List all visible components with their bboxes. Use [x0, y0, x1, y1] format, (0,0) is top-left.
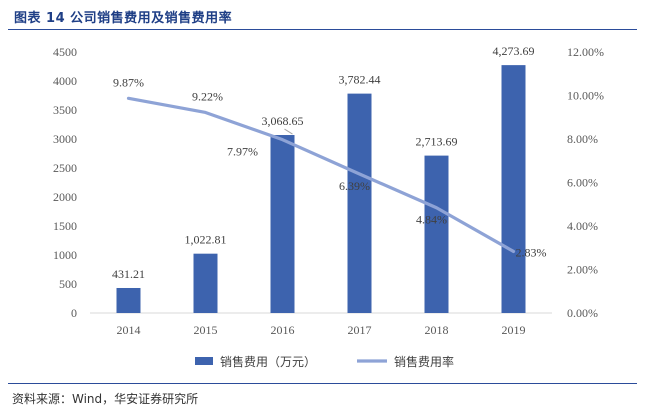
y-left-tick-label: 3500	[53, 103, 77, 117]
bar	[424, 155, 449, 313]
y-left-tick-label: 0	[71, 306, 77, 320]
x-tick-label: 2016	[271, 323, 295, 337]
line-data-label: 9.22%	[192, 89, 223, 103]
line-data-label: 7.97%	[227, 145, 258, 159]
x-tick-label: 2017	[348, 323, 372, 337]
y-left-tick-label: 3000	[53, 132, 77, 146]
bar-data-label: 431.21	[112, 267, 145, 281]
line-data-label: 2.83%	[516, 245, 547, 259]
bar-data-label: 3,068.65	[262, 114, 304, 128]
y-right-tick-label: 10.00%	[567, 89, 604, 103]
bar-data-label: 4,273.69	[493, 44, 535, 58]
rate-line	[126, 96, 516, 254]
y-right-tick-label: 8.00%	[567, 132, 598, 146]
y-right-tick-label: 6.00%	[567, 176, 598, 190]
y-left-tick-label: 500	[59, 277, 77, 291]
bar	[270, 135, 295, 313]
source-note: 资料来源：Wind，华安证券研究所	[12, 392, 199, 406]
y-left-tick-label: 4500	[53, 45, 77, 59]
bottom-rule	[8, 383, 637, 384]
title-rule	[8, 29, 637, 30]
line-data-label: 4.84%	[416, 213, 447, 227]
y-left-tick-label: 1500	[53, 219, 77, 233]
x-tick-label: 2019	[502, 323, 526, 337]
y-right-tick-label: 4.00%	[567, 219, 598, 233]
legend-bar-label: 销售费用（万元）	[220, 354, 316, 369]
y-left-tick-label: 4000	[53, 74, 77, 88]
bar-data-label: 1,022.81	[185, 233, 227, 247]
bar	[193, 253, 218, 313]
line-data-label: 9.87%	[113, 75, 144, 89]
y-right-tick-label: 2.00%	[567, 263, 598, 277]
legend-bar-swatch	[195, 357, 213, 365]
figure-title: 图表 14 公司销售费用及销售费用率	[14, 11, 233, 26]
x-tick-label: 2015	[194, 323, 218, 337]
x-tick-label: 2018	[425, 323, 449, 337]
y-left-tick-label: 2000	[53, 190, 77, 204]
bar	[116, 287, 141, 313]
bar-data-label: 3,782.44	[339, 73, 381, 87]
x-tick-label: 2014	[117, 323, 141, 337]
bar	[347, 93, 372, 314]
y-left-tick-label: 2500	[53, 161, 77, 175]
y-left-tick-label: 1000	[53, 248, 77, 262]
legend-line-label: 销售费用率	[394, 354, 454, 369]
y-right-tick-label: 0.00%	[567, 306, 598, 320]
bar-label-leader	[284, 128, 293, 135]
bar-data-label: 2,713.69	[416, 135, 458, 149]
y-right-tick-label: 12.00%	[567, 45, 604, 59]
line-data-label: 6.39%	[339, 179, 370, 193]
bar	[501, 65, 526, 313]
